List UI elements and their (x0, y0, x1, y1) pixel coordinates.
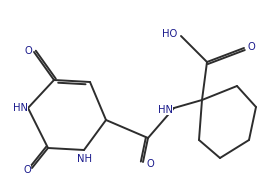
Text: O: O (24, 46, 32, 56)
Text: O: O (23, 165, 31, 175)
Text: NH: NH (77, 154, 93, 164)
Text: HN: HN (158, 105, 173, 115)
Text: HO: HO (162, 29, 177, 39)
Text: O: O (146, 159, 154, 169)
Text: O: O (247, 42, 255, 52)
Text: HN: HN (13, 103, 28, 113)
